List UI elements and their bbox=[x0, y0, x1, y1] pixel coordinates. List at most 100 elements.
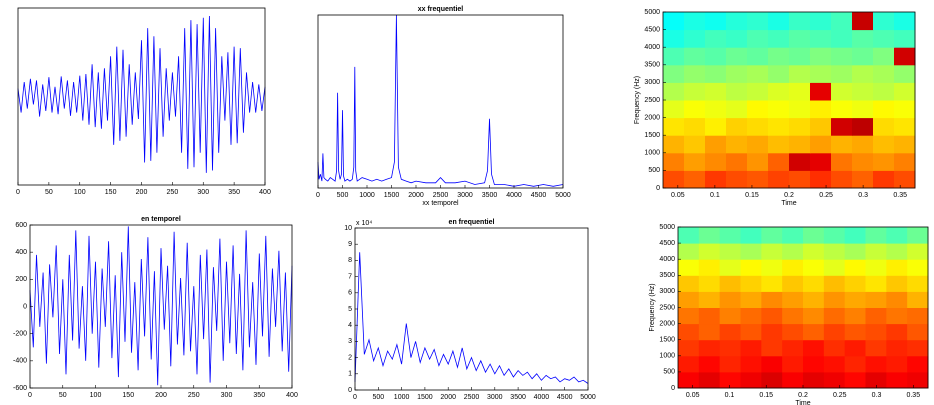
x-tick-label: 5000 bbox=[580, 394, 596, 401]
heatmap-cell bbox=[663, 117, 685, 136]
x-tick-label: 0.05 bbox=[671, 192, 685, 199]
heatmap-cell bbox=[886, 339, 908, 357]
plot-area bbox=[18, 8, 265, 185]
heatmap-cell bbox=[782, 291, 804, 308]
heatmap-cell bbox=[907, 371, 929, 389]
heatmap-cell bbox=[810, 12, 832, 31]
heatmap-cell bbox=[719, 291, 741, 308]
x-tick-label: 0.05 bbox=[686, 392, 700, 399]
heatmap-cell bbox=[726, 152, 748, 171]
heatmap-cell bbox=[873, 170, 895, 189]
heatmap-cell bbox=[705, 29, 727, 48]
x-tick-label: 400 bbox=[259, 189, 271, 196]
heatmap-cell bbox=[823, 291, 846, 308]
heatmap-cell bbox=[886, 307, 908, 325]
heatmap-cell bbox=[747, 117, 769, 136]
heatmap-cell bbox=[678, 339, 700, 357]
heatmap-cell bbox=[768, 117, 790, 136]
x-tick-label: 3500 bbox=[482, 192, 498, 199]
x-tick-label: 0.25 bbox=[833, 392, 847, 399]
heatmap-cell bbox=[719, 259, 741, 276]
heatmap-cell bbox=[810, 135, 832, 154]
y-tick-label: 3000 bbox=[644, 79, 660, 86]
heatmap-cell bbox=[663, 152, 685, 171]
heatmap-cell bbox=[698, 339, 721, 357]
heatmap-cell bbox=[678, 371, 700, 389]
heatmap-cell bbox=[678, 355, 700, 373]
heatmap-cell bbox=[852, 12, 874, 31]
heatmap-cell bbox=[705, 64, 727, 83]
heatmap-cell bbox=[823, 243, 846, 260]
heatmap-cell bbox=[705, 117, 727, 136]
heatmap-cell bbox=[761, 371, 783, 389]
heatmap-cell bbox=[726, 64, 748, 83]
y-tick-label: 0 bbox=[671, 385, 675, 392]
heatmap-cell bbox=[726, 100, 748, 119]
x-tick-label: 2000 bbox=[440, 394, 456, 401]
heatmap-cell bbox=[852, 100, 874, 119]
heatmap-cell bbox=[726, 170, 748, 189]
heatmap-cell bbox=[844, 259, 866, 276]
heatmap-cell bbox=[782, 243, 804, 260]
x-tick-label: 350 bbox=[228, 189, 240, 196]
x-tick-label: 0.15 bbox=[745, 192, 759, 199]
heatmap-cell bbox=[873, 47, 895, 66]
heatmap-cell bbox=[810, 170, 832, 189]
x-tick-label: 100 bbox=[74, 189, 86, 196]
heatmap-cell bbox=[761, 323, 783, 341]
heatmap-cell bbox=[789, 64, 811, 83]
heatmap-cell bbox=[747, 29, 769, 48]
heatmap-cell bbox=[747, 47, 769, 66]
x-tick-label: 0 bbox=[28, 392, 32, 399]
heatmap-cell bbox=[768, 12, 790, 31]
y-tick-label: 1500 bbox=[644, 132, 660, 139]
heatmap-cell bbox=[852, 117, 874, 136]
line bbox=[354, 252, 589, 384]
line bbox=[29, 226, 293, 386]
heatmap-cell bbox=[873, 100, 895, 119]
plot-area bbox=[355, 228, 588, 390]
heatmap-cell bbox=[782, 307, 804, 325]
heatmap-cell bbox=[705, 152, 727, 171]
heatmap-cell bbox=[823, 355, 846, 373]
heatmap-cell bbox=[740, 307, 762, 325]
heatmap-cell bbox=[894, 117, 916, 136]
heatmap-cell bbox=[844, 355, 866, 373]
heatmap-cell bbox=[810, 152, 832, 171]
heatmap-cell bbox=[747, 135, 769, 154]
heatmap-cell bbox=[663, 64, 685, 83]
x-tick-label: 4500 bbox=[531, 192, 547, 199]
x-tick-label: 4500 bbox=[557, 394, 573, 401]
y-axis-label: Frequency (Hz) bbox=[649, 283, 656, 331]
heatmap-cell bbox=[894, 170, 916, 189]
y-tick-label: 600 bbox=[15, 222, 27, 229]
x-tick-label: 0.35 bbox=[906, 392, 920, 399]
heatmap-cell bbox=[684, 12, 706, 31]
heatmap-cell bbox=[873, 117, 895, 136]
y-tick-label: 2000 bbox=[659, 320, 675, 327]
y-tick-label: 500 bbox=[663, 369, 675, 376]
heatmap-cell bbox=[803, 275, 825, 292]
x-tick-label: 200 bbox=[136, 189, 148, 196]
y-tick-label: 2500 bbox=[644, 97, 660, 104]
heatmap-cell bbox=[803, 323, 825, 341]
heatmap-cell bbox=[886, 291, 908, 308]
heatmap-cell bbox=[698, 371, 721, 389]
y-tick-label: 2000 bbox=[644, 114, 660, 121]
y-tick-label: 200 bbox=[15, 276, 27, 283]
heatmap-cell bbox=[789, 100, 811, 119]
x-tick-label: 4000 bbox=[534, 394, 550, 401]
chart-title: en frequentiel bbox=[449, 219, 495, 226]
heatmap-cell bbox=[705, 82, 727, 101]
heatmap-cell bbox=[803, 355, 825, 373]
heatmap-cell bbox=[747, 82, 769, 101]
heatmap-cell bbox=[823, 259, 846, 276]
heatmap-cell bbox=[865, 355, 887, 373]
heatmap-cell bbox=[886, 275, 908, 292]
x-tick-label: 0 bbox=[316, 192, 320, 199]
y-multiplier: x 10⁴ bbox=[356, 220, 372, 227]
x-tick-label: 400 bbox=[286, 392, 298, 399]
heatmap-cell bbox=[684, 152, 706, 171]
heatmap-cell bbox=[831, 152, 853, 171]
